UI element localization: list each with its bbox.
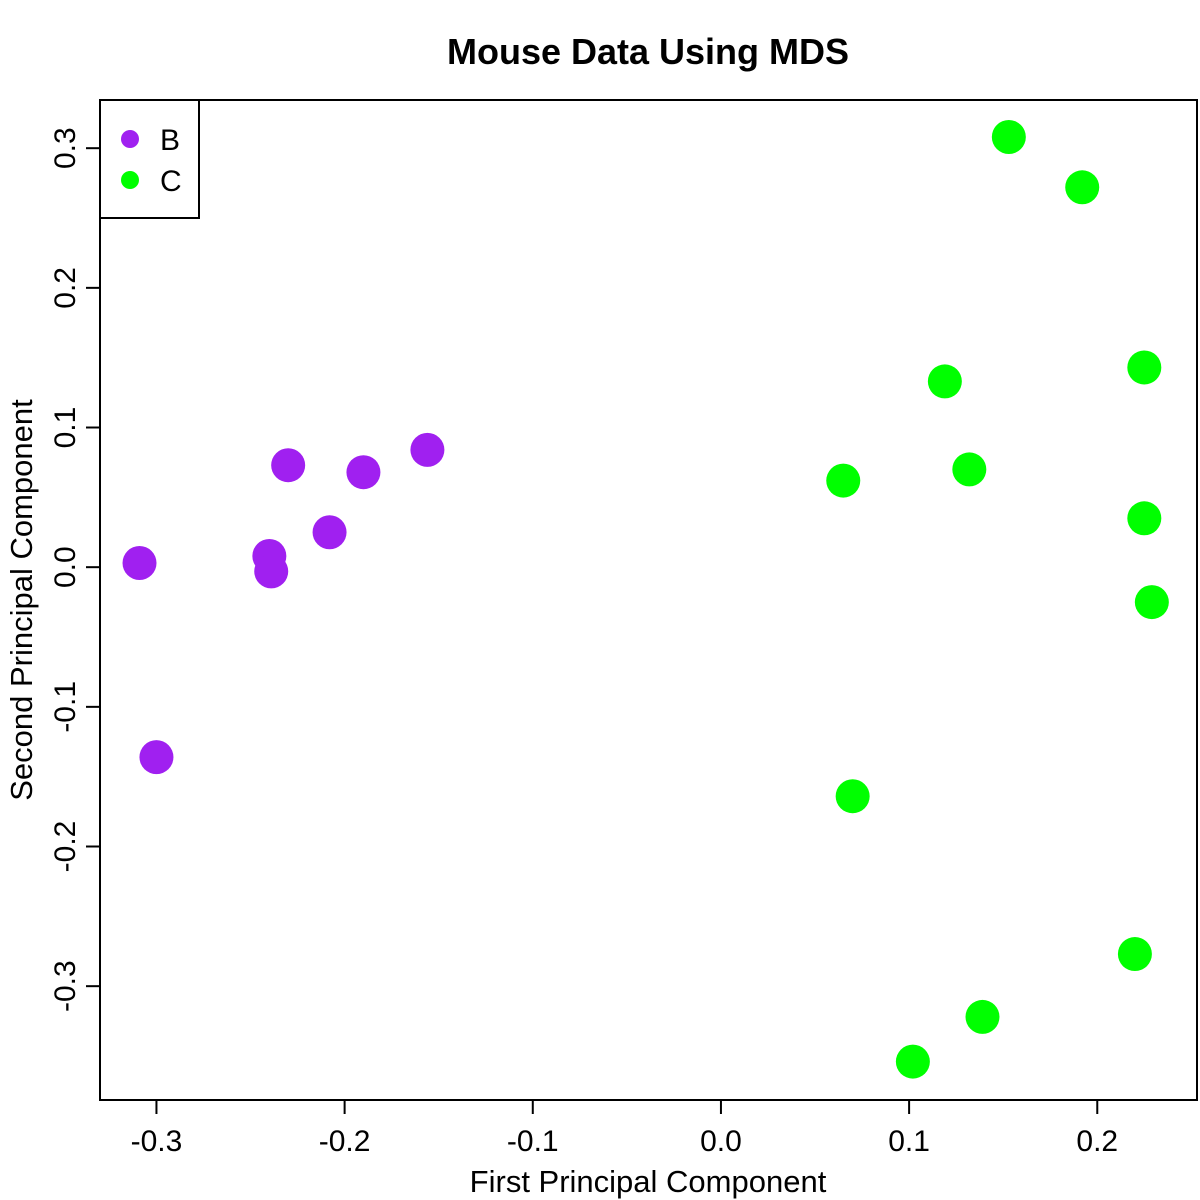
point-c bbox=[1127, 501, 1162, 536]
y-axis: -0.3 -0.2 -0.1 0.0 0.1 0.2 0.3 bbox=[49, 127, 100, 1012]
point-c bbox=[1065, 170, 1100, 205]
data-points bbox=[122, 120, 1169, 1079]
legend: B C bbox=[99, 99, 200, 219]
point-c bbox=[1127, 350, 1162, 385]
point-c bbox=[1134, 585, 1169, 620]
y-axis-label: Second Principal Component bbox=[4, 399, 39, 801]
y-tick-label: -0.1 bbox=[49, 681, 82, 733]
point-c bbox=[927, 364, 962, 399]
point-c bbox=[826, 463, 861, 498]
point-c bbox=[952, 452, 987, 487]
y-tick-label: -0.3 bbox=[49, 960, 82, 1012]
y-tick-label: 0.2 bbox=[49, 267, 82, 309]
point-b bbox=[346, 455, 381, 490]
point-b bbox=[410, 432, 445, 467]
chart-title: Mouse Data Using MDS bbox=[447, 31, 849, 72]
point-c bbox=[991, 120, 1026, 155]
x-tick-label: 0.2 bbox=[1076, 1125, 1118, 1158]
point-c bbox=[1117, 937, 1152, 972]
legend-box bbox=[99, 99, 200, 219]
x-tick-label: -0.1 bbox=[507, 1125, 559, 1158]
legend-label-b: B bbox=[160, 124, 180, 157]
legend-label-c: C bbox=[160, 165, 182, 198]
x-axis: -0.3 -0.2 -0.1 0.0 0.1 0.2 bbox=[131, 1100, 1118, 1158]
point-b bbox=[254, 554, 289, 589]
legend-marker-b bbox=[121, 130, 139, 148]
point-c bbox=[965, 999, 1000, 1034]
plot-frame bbox=[99, 99, 1198, 1101]
y-tick-label: 0.3 bbox=[49, 127, 82, 169]
point-b bbox=[122, 545, 157, 580]
point-b bbox=[312, 515, 347, 550]
y-tick-label: 0.1 bbox=[49, 407, 82, 449]
x-axis-label: First Principal Component bbox=[470, 1164, 827, 1199]
x-tick-label: 0.1 bbox=[888, 1125, 930, 1158]
point-b bbox=[271, 448, 306, 483]
x-tick-label: -0.3 bbox=[131, 1125, 183, 1158]
legend-marker-c bbox=[121, 171, 139, 189]
y-tick-label: 0.0 bbox=[49, 546, 82, 588]
y-tick-label: -0.2 bbox=[49, 821, 82, 873]
x-tick-label: 0.0 bbox=[700, 1125, 742, 1158]
point-b bbox=[139, 740, 174, 775]
point-c bbox=[895, 1044, 930, 1079]
point-c bbox=[835, 779, 870, 814]
x-tick-label: -0.2 bbox=[319, 1125, 371, 1158]
